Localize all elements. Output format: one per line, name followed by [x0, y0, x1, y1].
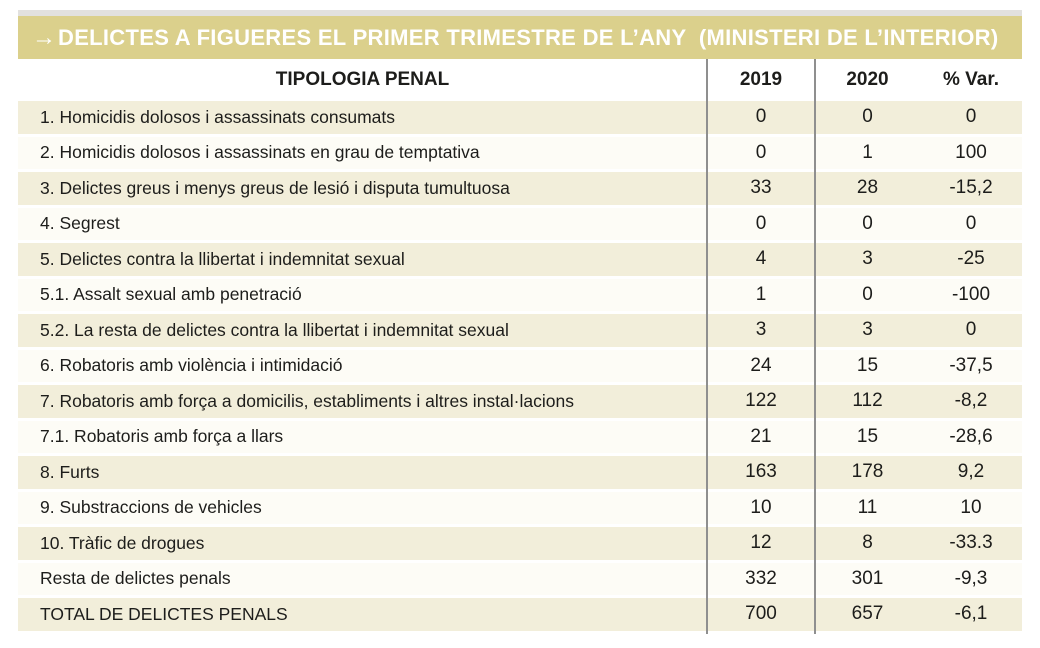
row-label: 8. Furts — [40, 461, 100, 482]
cell-2020: 0 — [862, 106, 873, 128]
arrow-right-icon: → — [32, 23, 56, 51]
cell-2020: 301 — [851, 567, 884, 589]
cell-2020: 11 — [857, 496, 878, 518]
cell-2019: 24 — [750, 354, 772, 376]
row-label: 7.1. Robatoris amb força a llars — [40, 426, 284, 447]
title-bar-band: → DELICTES A FIGUERES EL PRIMER TRIMESTR… — [18, 16, 1022, 59]
table-row: 5. Delictes contra la llibertat i indemn… — [18, 243, 1022, 279]
cell-var: 0 — [965, 106, 977, 128]
table-row: 7.1. Robatoris amb força a llars 21 15 -… — [18, 420, 1022, 457]
row-label: 9. Substraccions de vehicles — [40, 497, 262, 518]
cell-2020: 0 — [862, 212, 873, 234]
cell-var: -33.3 — [949, 532, 993, 554]
table-row: 1. Homicidis dolosos i assassinats consu… — [18, 101, 1022, 137]
cell-2020: 3 — [862, 319, 873, 341]
table-row: 5.1. Assalt sexual amb penetració 1 0 -1… — [18, 278, 1022, 315]
row-label: 6. Robatoris amb violència i intimidació — [40, 355, 343, 376]
table-row: TOTAL DE DELICTES PENALS 700 657 -6,1 — [18, 598, 1022, 634]
cell-2019: 0 — [755, 106, 767, 128]
table-row: 7. Robatoris amb força a domicilis, esta… — [18, 385, 1022, 421]
row-label: 2. Homicidis dolosos i assassinats en gr… — [40, 142, 480, 163]
table-row: Resta de delictes penals 332 301 -9,3 — [18, 562, 1022, 599]
cell-var: -9,3 — [954, 567, 988, 589]
cell-2019: 122 — [745, 390, 777, 412]
row-label: TOTAL DE DELICTES PENALS — [40, 603, 288, 624]
column-header-2019: 2019 — [739, 69, 783, 90]
cell-2019: 21 — [750, 425, 772, 447]
cell-2019: 4 — [755, 248, 767, 270]
column-header-tipologia: TIPOLOGIA PENAL — [275, 69, 450, 90]
row-label: 7. Robatoris amb força a domicilis, esta… — [40, 390, 574, 411]
row-label: 5.1. Assalt sexual amb penetració — [40, 284, 302, 305]
row-label: Resta de delictes penals — [40, 568, 231, 589]
cell-var: 0 — [965, 212, 977, 234]
cell-2019: 1 — [755, 283, 767, 305]
cell-2020: 15 — [856, 354, 879, 376]
column-header-2020: 2020 — [846, 69, 889, 90]
title-bar: → DELICTES A FIGUERES EL PRIMER TRIMESTR… — [18, 10, 1022, 59]
column-header-var: % Var. — [943, 69, 999, 90]
table-row: 2. Homicidis dolosos i assassinats en gr… — [18, 136, 1022, 173]
table-row: 5.2. La resta de delictes contra la llib… — [18, 314, 1022, 350]
table-row: 10. Tràfic de drogues 12 8 -33.3 — [18, 527, 1022, 563]
cell-2020: 657 — [851, 603, 884, 625]
table-row: 4. Segrest 0 0 0 — [18, 207, 1022, 244]
table-row: 8. Furts 163 178 9,2 — [18, 456, 1022, 492]
cell-var: 100 — [955, 141, 987, 163]
table-row: 3. Delictes greus i menys greus de lesió… — [18, 172, 1022, 208]
cell-2019: 3 — [755, 319, 767, 341]
cell-var: -28,6 — [949, 425, 993, 447]
cell-2019: 700 — [745, 603, 777, 625]
page-title: DELICTES A FIGUERES EL PRIMER TRIMESTRE … — [58, 24, 999, 50]
cell-2020: 15 — [856, 425, 879, 447]
cell-2020: 8 — [862, 532, 873, 554]
table-body: 1. Homicidis dolosos i assassinats consu… — [18, 101, 1022, 634]
table-row: 9. Substraccions de vehicles 10 11 10 — [18, 491, 1022, 528]
row-label: 1. Homicidis dolosos i assassinats consu… — [40, 106, 396, 127]
row-label: 10. Tràfic de drogues — [40, 532, 205, 553]
cell-2019: 10 — [750, 496, 772, 518]
table-header-row: TIPOLOGIA PENAL 2019 2020 % Var. — [18, 59, 1022, 101]
row-label: 4. Segrest — [40, 213, 120, 234]
cell-2019: 33 — [750, 177, 772, 199]
cell-2019: 0 — [755, 212, 767, 234]
table-row: 6. Robatoris amb violència i intimidació… — [18, 349, 1022, 386]
row-label: 5.2. La resta de delictes contra la llib… — [40, 319, 509, 340]
crime-stats-table: TIPOLOGIA PENAL 2019 2020 % Var. 1. Homi… — [18, 59, 1022, 634]
cell-2020: 3 — [862, 248, 873, 270]
cell-2019: 332 — [745, 567, 777, 589]
row-label: 3. Delictes greus i menys greus de lesió… — [40, 177, 510, 198]
cell-var: -25 — [957, 248, 985, 270]
cell-var: -8,2 — [954, 390, 988, 412]
column-divider-2 — [814, 59, 816, 634]
title-bar-top-strip — [18, 10, 1022, 16]
cell-var: 10 — [960, 496, 982, 518]
cell-2019: 12 — [750, 532, 772, 554]
cell-var: -15,2 — [949, 177, 993, 199]
cell-var: 0 — [965, 319, 977, 341]
cell-2020: 1 — [862, 141, 873, 163]
cell-2020: 0 — [862, 283, 873, 305]
cell-var: -6,1 — [954, 603, 988, 625]
column-divider-1 — [706, 59, 708, 634]
cell-2019: 0 — [755, 141, 767, 163]
cell-2020: 178 — [851, 461, 884, 483]
cell-2020: 28 — [856, 177, 879, 199]
cell-var: -100 — [951, 283, 991, 305]
cell-var: -37,5 — [949, 354, 993, 376]
cell-2019: 163 — [745, 461, 777, 483]
row-label: 5. Delictes contra la llibertat i indemn… — [40, 248, 405, 269]
cell-var: 9,2 — [957, 461, 985, 483]
cell-2020: 112 — [852, 390, 883, 412]
